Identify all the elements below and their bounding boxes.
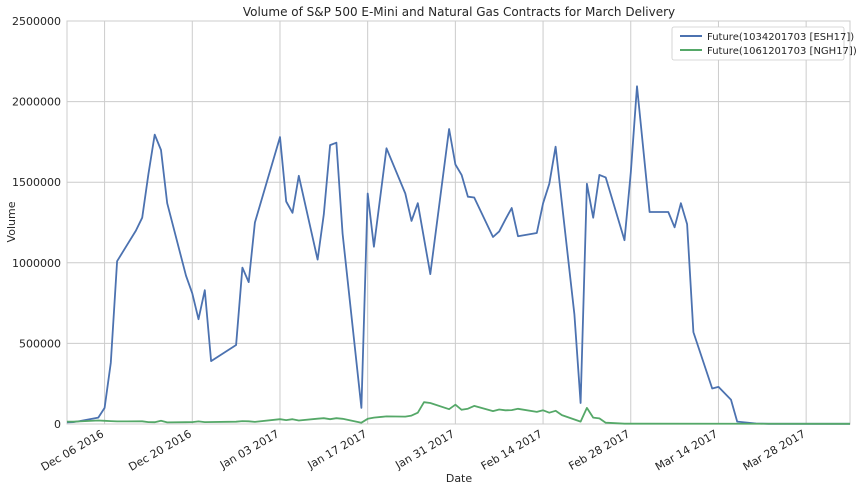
plot-frame <box>66 20 851 425</box>
y-tick-label: 500000 <box>19 337 61 350</box>
series-line-1 <box>66 401 851 425</box>
x-tick-label: Feb 14 2017 <box>479 427 545 472</box>
y-tick-label: 0 <box>54 418 61 431</box>
x-tick-label: Feb 28 2017 <box>566 427 632 472</box>
x-tick-label: Jan 31 2017 <box>392 427 456 472</box>
y-axis: 0 500000 1000000 1500000 2000000 2500000 <box>12 15 61 431</box>
x-tick-label: Dec 06 2016 <box>39 427 106 473</box>
series-line-0 <box>66 85 850 425</box>
x-tick-label: Dec 20 2016 <box>126 427 193 473</box>
chart-title: Volume of S&P 500 E-Mini and Natural Gas… <box>243 5 675 19</box>
x-tick-label: Mar 28 2017 <box>741 427 808 473</box>
legend-box <box>671 26 845 61</box>
y-tick-label: 1000000 <box>12 257 61 270</box>
y-axis-label: Volume <box>5 201 18 242</box>
x-axis-label: Date <box>446 472 473 485</box>
y-tick-label: 2500000 <box>12 15 61 28</box>
x-tick-label: Jan 03 2017 <box>217 427 281 472</box>
y-tick-label: 1500000 <box>12 176 61 189</box>
series-layer <box>66 85 851 425</box>
x-tick-label: Jan 17 2017 <box>305 427 369 472</box>
x-axis: Dec 06 2016 Dec 20 2016 Jan 03 2017 Jan 17 … <box>39 427 808 473</box>
grid <box>66 20 851 425</box>
legend: Future(1034201703 [ESH17]) Future(106120… <box>671 26 856 61</box>
plot-area <box>67 21 850 424</box>
legend-label-esh17: Future(1034201703 [ESH17]) <box>707 32 854 43</box>
legend-label-ngh17: Future(1061201703 [NGH17]) <box>707 46 856 57</box>
x-tick-label: Mar 14 2017 <box>653 427 720 473</box>
y-tick-label: 2000000 <box>12 96 61 109</box>
